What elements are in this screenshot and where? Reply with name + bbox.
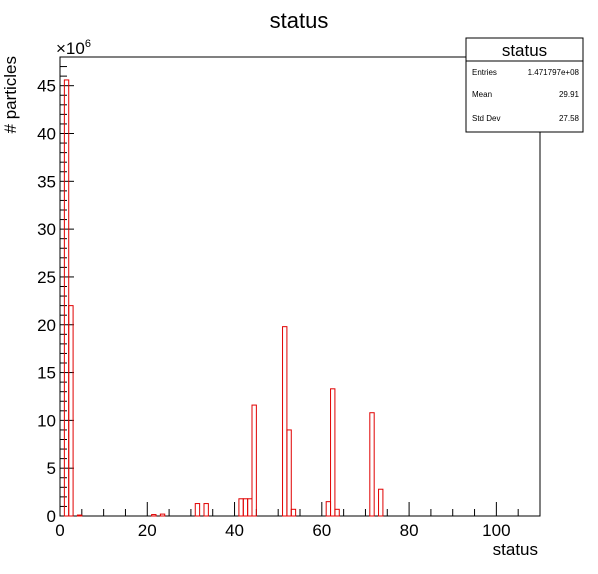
histogram-bin <box>63 79 70 517</box>
histogram-bin <box>159 513 166 517</box>
x-tick-label: 60 <box>312 521 331 540</box>
histogram-series <box>63 79 384 517</box>
y-tick-label: 15 <box>37 364 56 383</box>
histogram-bin <box>151 514 157 517</box>
y-axis-label: # particles <box>1 56 20 133</box>
histogram-bin <box>203 503 209 517</box>
histogram-bin <box>290 508 297 517</box>
x-tick-label: 40 <box>225 521 244 540</box>
x-tick-label: 80 <box>400 521 419 540</box>
stats-box: status Entries 1.471797e+08 Mean 29.91 S… <box>465 37 584 133</box>
histogram-bin <box>194 503 201 517</box>
histogram-bin <box>330 388 336 517</box>
y-tick-label: 40 <box>37 125 56 144</box>
histogram-bin <box>282 326 288 517</box>
histogram-bin <box>242 498 249 517</box>
histogram-bin <box>238 498 244 517</box>
stats-stddev-value: 27.58 <box>559 114 580 123</box>
histogram-bin <box>325 501 332 517</box>
histogram-bin <box>286 429 292 517</box>
histogram-bin <box>378 488 384 517</box>
x-tick-label: 20 <box>138 521 157 540</box>
histogram-bin <box>334 508 340 517</box>
y-tick-label: 10 <box>37 411 56 430</box>
histogram-bin <box>247 498 253 517</box>
histogram-bin <box>68 305 74 517</box>
x-axis-label: status <box>493 540 538 559</box>
stats-stddev-label: Std Dev <box>472 114 500 123</box>
stats-mean-label: Mean <box>472 90 492 99</box>
histogram-bin <box>251 404 257 517</box>
y-tick-label: 45 <box>37 77 56 96</box>
stats-entries-value: 1.471797e+08 <box>528 68 580 77</box>
stats-mean-value: 29.91 <box>559 90 580 99</box>
histogram-bin <box>369 412 375 517</box>
stats-box-title: status <box>502 41 547 60</box>
y-tick-label: 0 <box>47 507 56 526</box>
y-tick-label: 20 <box>37 316 56 335</box>
y-tick-label: 5 <box>47 459 56 478</box>
y-tick-label: 35 <box>37 172 56 191</box>
stats-box-frame <box>465 37 584 133</box>
chart-title: status <box>270 8 329 33</box>
y-axis-multiplier: ×106 <box>56 38 91 58</box>
x-tick-label: 100 <box>482 521 510 540</box>
histogram-bin <box>76 514 83 517</box>
y-tick-label: 25 <box>37 268 56 287</box>
tick-labels: 0 20 40 60 80 100 0 5 10 15 20 25 30 35 40 45 <box>37 77 510 540</box>
y-tick-label: 30 <box>37 220 56 239</box>
stats-entries-label: Entries <box>472 68 497 77</box>
x-tick-label: 0 <box>55 521 64 540</box>
